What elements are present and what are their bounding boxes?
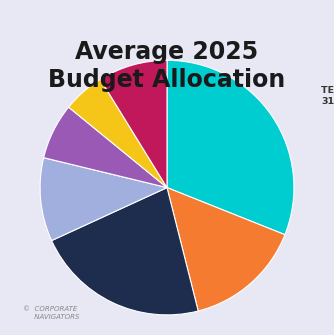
Wedge shape bbox=[68, 79, 167, 188]
Wedge shape bbox=[44, 107, 167, 188]
Wedge shape bbox=[51, 188, 198, 315]
Wedge shape bbox=[167, 60, 294, 235]
Text: TECH & TOOLS
31%: TECH & TOOLS 31% bbox=[321, 85, 334, 106]
Wedge shape bbox=[40, 158, 167, 241]
Text: ©  CORPORATE
     NAVIGATORS: © CORPORATE NAVIGATORS bbox=[23, 306, 80, 320]
Wedge shape bbox=[167, 188, 285, 311]
Wedge shape bbox=[100, 60, 167, 188]
Text: Average 2025
Budget Allocation: Average 2025 Budget Allocation bbox=[48, 40, 286, 92]
